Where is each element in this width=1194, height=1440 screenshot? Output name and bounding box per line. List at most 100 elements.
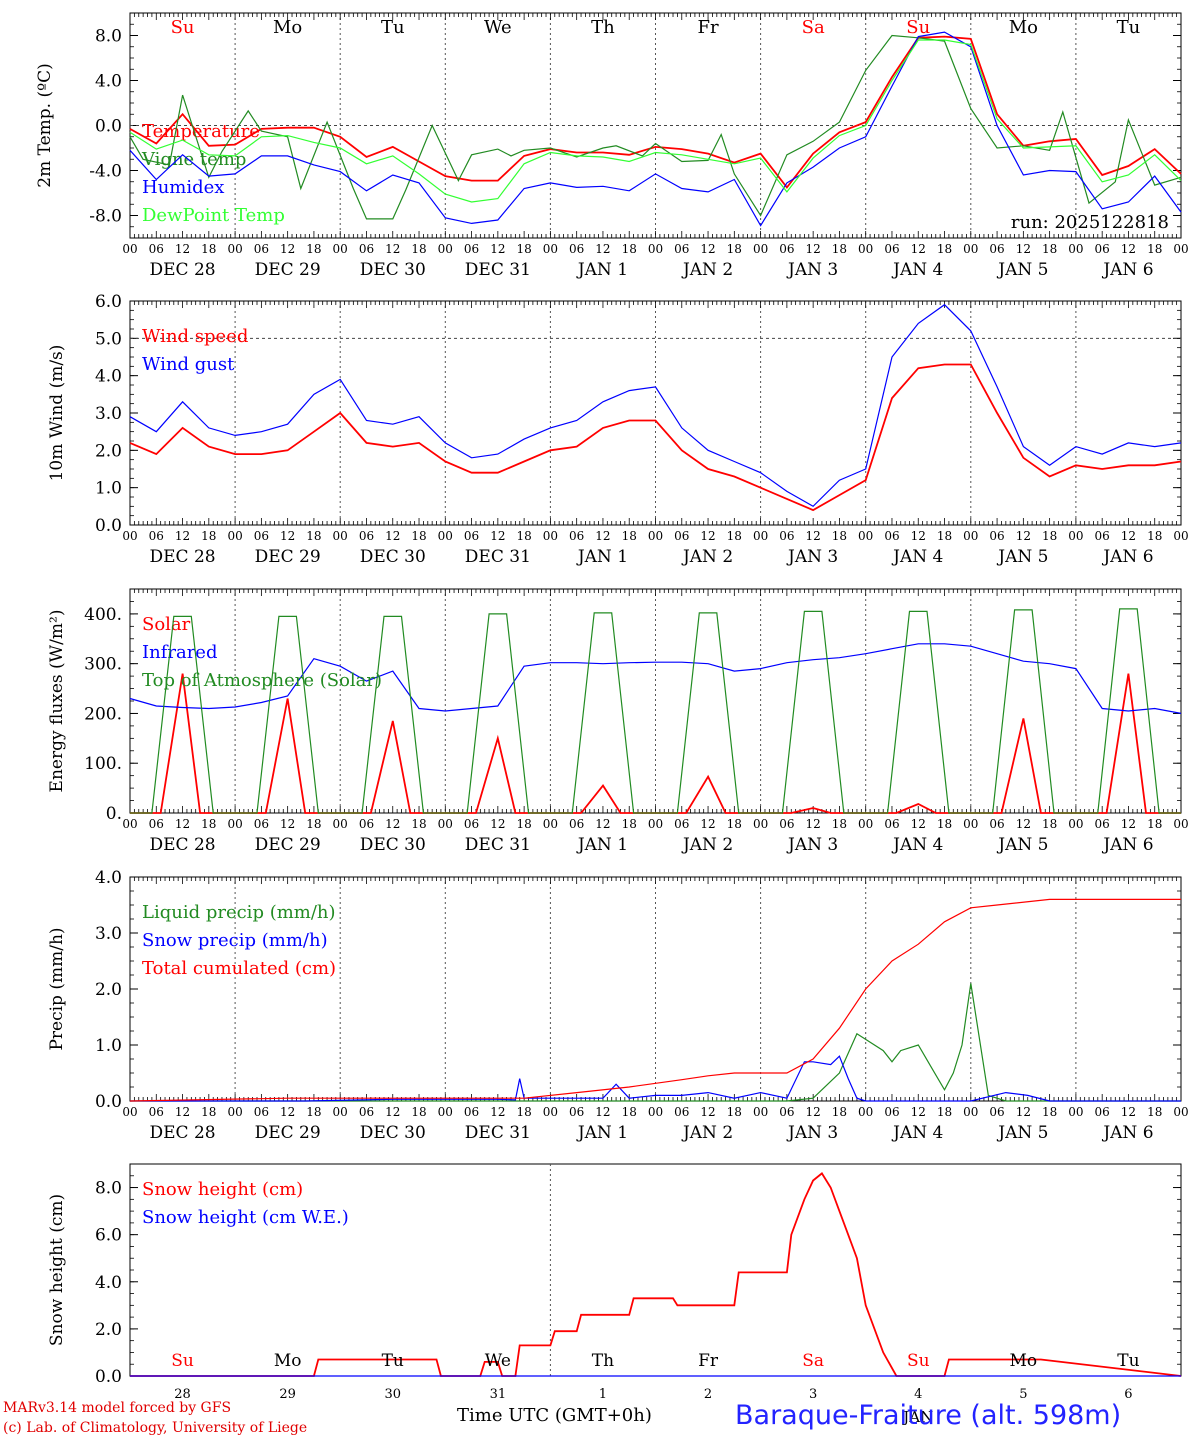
hour-tick-label: 00 [438,529,453,543]
date-label: JAN 4 [891,547,943,567]
hour-tick-label: 18 [201,242,216,256]
date-label: JAN 4 [891,835,943,855]
hour-tick-label: 00 [1173,817,1188,831]
legend-entry: Infrared [142,642,217,663]
day-name: We [484,17,512,38]
hour-tick-label: 12 [1016,529,1031,543]
date-label: JAN 1 [576,835,628,855]
hour-tick-label: 18 [727,242,742,256]
y-axis-title: 10m Wind (m/s) [47,345,67,482]
series-line-vigne-temp [129,34,1182,220]
hour-tick-label: 00 [543,242,558,256]
hour-tick-label: 06 [149,817,164,831]
legend-entry: Vigne temp [141,149,246,170]
legend-entry: Wind gust [142,354,235,375]
month-label: JAN [901,1408,933,1426]
y-tick-label: 4.0 [95,367,122,387]
hour-tick-label: 18 [411,529,426,543]
hour-tick-label: 18 [1147,1105,1162,1119]
hour-tick-label: 18 [832,1105,847,1119]
day-number: 5 [1019,1387,1027,1402]
y-tick-label: 0.0 [95,1092,122,1112]
hour-tick-label: 12 [911,1105,926,1119]
hour-tick-label: 00 [753,1105,768,1119]
y-tick-label: 300. [84,655,122,675]
hour-tick-label: 12 [490,817,505,831]
hour-tick-label: 06 [254,242,269,256]
date-label: JAN 4 [891,1123,943,1143]
hour-tick-label: 00 [1173,242,1188,256]
date-label: DEC 31 [465,835,531,855]
day-number: 31 [490,1387,507,1402]
hour-tick-label: 06 [149,529,164,543]
hour-tick-label: 06 [989,242,1004,256]
hour-tick-label: 12 [385,1105,400,1119]
hour-tick-label: 18 [727,1105,742,1119]
date-label: DEC 31 [465,1123,531,1143]
hour-tick-label: 00 [648,529,663,543]
y-tick-label: 5.0 [95,329,122,349]
y-tick-label: 6.0 [95,292,122,312]
hour-tick-label: 12 [700,242,715,256]
hour-tick-label: 12 [911,817,926,831]
hour-tick-label: 00 [858,1105,873,1119]
y-axis-title: Precip (mm/h) [47,927,67,1050]
hour-tick-label: 06 [989,529,1004,543]
hour-tick-label: 12 [1121,529,1136,543]
hour-tick-label: 06 [674,1105,689,1119]
day-name: Su [171,1351,194,1371]
hour-tick-label: 18 [201,529,216,543]
hour-tick-label: 00 [858,242,873,256]
day-name: Su [906,17,930,38]
series-line-dewpoint-temp [129,39,1182,203]
hour-tick-label: 18 [1147,529,1162,543]
hour-tick-label: 18 [516,529,531,543]
hour-tick-label: 18 [727,529,742,543]
hour-tick-label: 00 [438,817,453,831]
hour-tick-label: 00 [333,817,348,831]
hour-tick-label: 18 [1147,817,1162,831]
hour-tick-label: 06 [359,1105,374,1119]
hour-tick-label: 18 [832,529,847,543]
legend-entry: Solar [142,614,191,635]
lab-credit: (c) Lab. of Climatology, University of L… [3,1420,308,1436]
hour-tick-label: 12 [595,817,610,831]
date-label: DEC 29 [255,260,321,280]
hour-tick-label: 06 [569,817,584,831]
hour-tick-label: 06 [254,529,269,543]
series-line-wind-gust [129,303,1182,508]
y-tick-label: 8.0 [95,27,122,47]
day-number: 6 [1124,1387,1132,1402]
date-label: JAN 5 [996,547,1048,567]
hour-tick-label: 18 [937,817,952,831]
legend-entry: Humidex [142,177,224,198]
hour-tick-label: 12 [490,1105,505,1119]
hour-tick-label: 00 [753,529,768,543]
hour-tick-label: 06 [674,529,689,543]
hour-tick-label: 00 [753,817,768,831]
hour-tick-label: 00 [333,242,348,256]
legend-entry: Snow precip (mm/h) [142,930,328,951]
hour-tick-label: 12 [385,242,400,256]
hour-tick-label: 00 [858,817,873,831]
day-name: Su [171,17,195,38]
hour-tick-label: 00 [122,817,137,831]
hour-tick-label: 00 [963,242,978,256]
date-label: DEC 28 [150,260,216,280]
hour-tick-label: 18 [937,529,952,543]
hour-tick-label: 12 [806,242,821,256]
hour-tick-label: 06 [149,1105,164,1119]
hour-tick-label: 00 [227,817,242,831]
date-label: JAN 6 [1101,835,1153,855]
hour-tick-label: 06 [779,817,794,831]
y-axis-title: Energy fluxes (W/m²) [47,610,67,793]
hour-tick-label: 12 [1121,242,1136,256]
date-label: JAN 1 [576,1123,628,1143]
y-tick-label: 0.0 [95,117,122,137]
hour-tick-label: 06 [1095,1105,1110,1119]
hour-tick-label: 12 [1121,1105,1136,1119]
hour-tick-label: 18 [306,817,321,831]
y-tick-label: 4.0 [95,1273,122,1293]
date-label: JAN 6 [1101,547,1153,567]
date-label: JAN 1 [576,547,628,567]
